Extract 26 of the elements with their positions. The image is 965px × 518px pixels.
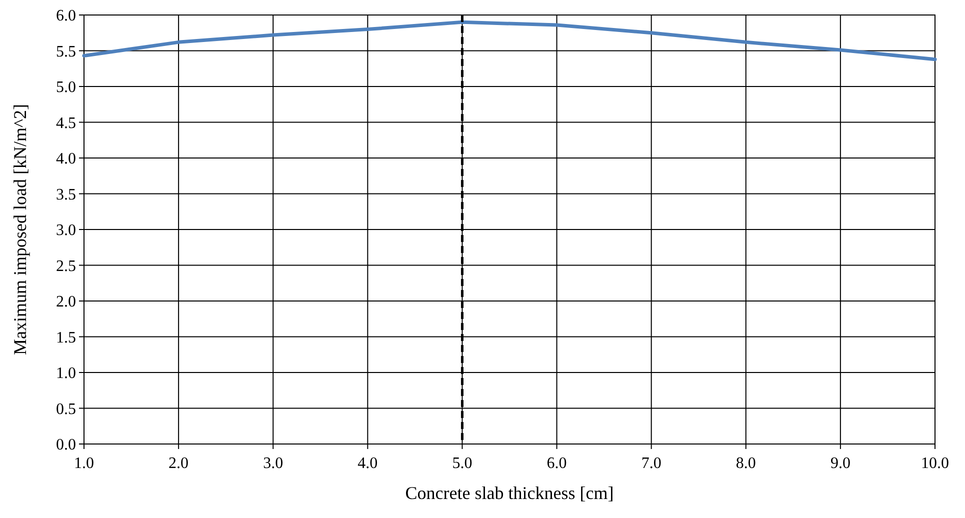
y-tick-label: 6.0 <box>56 8 76 25</box>
x-tick-label: 4.0 <box>358 455 378 472</box>
y-axis-title: Maximum imposed load [kN/m^2] <box>10 104 30 355</box>
x-tick-label: 10.0 <box>921 455 949 472</box>
x-tick-label: 1.0 <box>74 455 94 472</box>
y-tick-label: 1.0 <box>56 365 76 382</box>
y-tick-label: 2.5 <box>56 258 76 275</box>
y-tick-label: 1.5 <box>56 329 76 346</box>
x-tick-label: 2.0 <box>168 455 189 472</box>
x-tick-label: 9.0 <box>830 455 850 472</box>
x-tick-label: 8.0 <box>736 455 756 472</box>
x-axis-title: Concrete slab thickness [cm] <box>405 483 614 503</box>
y-tick-label: 3.5 <box>56 186 76 204</box>
y-tick-label: 4.5 <box>56 114 76 132</box>
x-tick-label: 6.0 <box>546 455 567 472</box>
x-tick-label: 7.0 <box>641 455 662 472</box>
line-series <box>82 20 937 62</box>
y-tick-label: 4.0 <box>56 150 76 168</box>
y-tick-label: 0.5 <box>56 400 76 418</box>
y-tick-label: 5.5 <box>56 43 76 60</box>
x-tick-label: 3.0 <box>263 455 284 472</box>
y-tick-label: 2.0 <box>56 294 76 311</box>
y-tick-label: 5.0 <box>56 79 76 96</box>
x-tick-label: 5.0 <box>452 455 472 472</box>
y-tick-label: 0.0 <box>56 436 76 454</box>
y-tick-label: 3.0 <box>56 222 76 240</box>
